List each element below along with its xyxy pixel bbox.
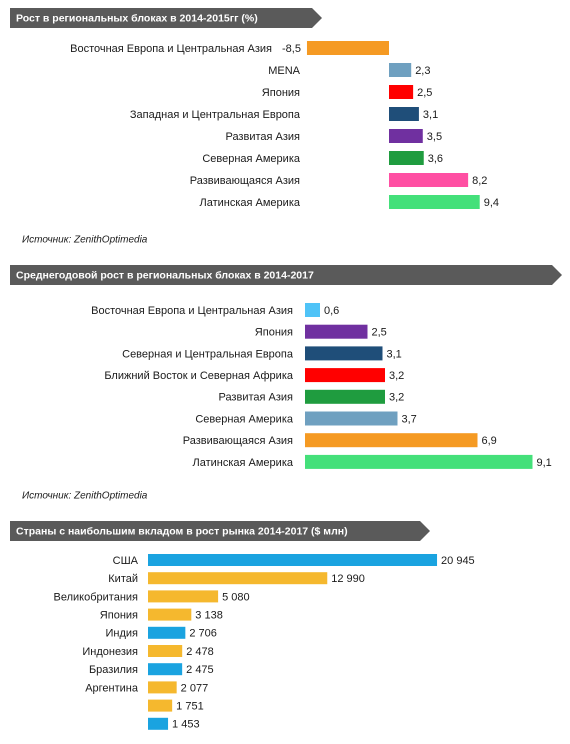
bar bbox=[148, 608, 192, 621]
category-label: Китай bbox=[108, 573, 138, 585]
title-bar bbox=[10, 521, 430, 541]
value-label: 9,4 bbox=[484, 197, 499, 209]
value-label: 3,2 bbox=[389, 370, 404, 382]
value-label: 3,5 bbox=[427, 131, 442, 143]
source-note: Источник: ZenithOptimedia bbox=[22, 235, 148, 246]
bar bbox=[306, 41, 389, 55]
bar bbox=[148, 554, 438, 566]
category-label: Аргентина bbox=[85, 682, 139, 694]
value-label: 2,5 bbox=[417, 87, 432, 99]
bar bbox=[389, 107, 419, 121]
value-label: 3,1 bbox=[387, 348, 402, 360]
category-label: Великобритания bbox=[54, 591, 139, 603]
title-bar bbox=[10, 265, 562, 285]
category-label: Развитая Азия bbox=[225, 131, 300, 143]
chart-title: Рост в региональных блоках в 2014-2015гг… bbox=[16, 12, 258, 24]
category-label: Восточная Европа и Центральная Азия bbox=[70, 43, 272, 55]
category-label: Индонезия bbox=[82, 646, 138, 658]
bar bbox=[305, 368, 385, 383]
category-label: Япония bbox=[100, 610, 138, 622]
value-label: 1 453 bbox=[172, 719, 200, 731]
bar bbox=[305, 411, 398, 426]
category-label: Западная и Центральная Европа bbox=[130, 109, 301, 121]
bar bbox=[148, 717, 169, 730]
value-label: 3,7 bbox=[402, 413, 417, 425]
category-label: США bbox=[113, 555, 139, 567]
value-label: 2 077 bbox=[181, 682, 209, 694]
value-label: 3 138 bbox=[195, 610, 223, 622]
bar bbox=[389, 173, 469, 187]
category-label: Латинская Америка bbox=[200, 197, 301, 209]
category-label: Развитая Азия bbox=[218, 392, 293, 404]
category-label: Латинская Америка bbox=[193, 457, 294, 469]
category-label: MENA bbox=[268, 65, 300, 77]
bar bbox=[305, 389, 385, 404]
bar bbox=[148, 590, 219, 603]
bar bbox=[389, 85, 414, 99]
bar bbox=[305, 303, 320, 317]
value-label: 9,1 bbox=[537, 457, 552, 469]
value-label: 2 475 bbox=[186, 664, 214, 676]
bar bbox=[305, 454, 533, 469]
value-label: 2,3 bbox=[415, 65, 430, 77]
bar bbox=[305, 324, 368, 339]
category-label: Северная Америка bbox=[202, 153, 301, 165]
chart-title: Среднегодовой рост в региональных блоках… bbox=[16, 269, 314, 281]
value-label: 5 080 bbox=[222, 591, 250, 603]
value-label: 3,6 bbox=[428, 153, 443, 165]
bar bbox=[148, 572, 328, 585]
category-label: Индия bbox=[105, 628, 138, 640]
value-label: 0,6 bbox=[324, 305, 339, 317]
value-label: 12 990 bbox=[331, 573, 365, 585]
bar bbox=[389, 195, 480, 209]
bar bbox=[389, 63, 412, 77]
value-label: 2,5 bbox=[372, 327, 387, 339]
bar bbox=[389, 151, 424, 165]
bar bbox=[148, 626, 186, 639]
bar bbox=[148, 645, 183, 657]
value-label: 2 478 bbox=[186, 646, 214, 658]
title-bar bbox=[10, 8, 322, 28]
bar bbox=[305, 346, 383, 361]
category-label: Северная Америка bbox=[195, 413, 294, 425]
category-label: Развивающаяся Азия bbox=[190, 175, 300, 187]
category-label: Япония bbox=[255, 327, 293, 339]
chart-title: Страны с наибольшим вкладом в рост рынка… bbox=[16, 525, 348, 537]
category-label: Развивающаяся Азия bbox=[183, 435, 293, 447]
bar bbox=[305, 433, 478, 448]
category-label: Бразилия bbox=[89, 664, 138, 676]
value-label: 1 751 bbox=[176, 701, 204, 713]
bar bbox=[148, 699, 173, 712]
category-label: Северная и Центральная Европа bbox=[122, 348, 294, 360]
source-note: Источник: ZenithOptimedia bbox=[22, 491, 148, 502]
category-label: Восточная Европа и Центральная Азия bbox=[91, 305, 293, 317]
value-label: 6,9 bbox=[482, 435, 497, 447]
category-label: Япония bbox=[262, 87, 300, 99]
bar bbox=[148, 663, 183, 676]
value-label: 8,2 bbox=[472, 175, 487, 187]
value-label: 2 706 bbox=[189, 628, 217, 640]
bar bbox=[389, 129, 423, 143]
bar bbox=[148, 681, 177, 694]
value-label: 20 945 bbox=[441, 555, 475, 567]
value-label: 3,1 bbox=[423, 109, 438, 121]
value-label: 3,2 bbox=[389, 392, 404, 404]
category-label: Ближний Восток и Северная Африка bbox=[104, 370, 294, 382]
value-label: -8,5 bbox=[282, 43, 301, 55]
